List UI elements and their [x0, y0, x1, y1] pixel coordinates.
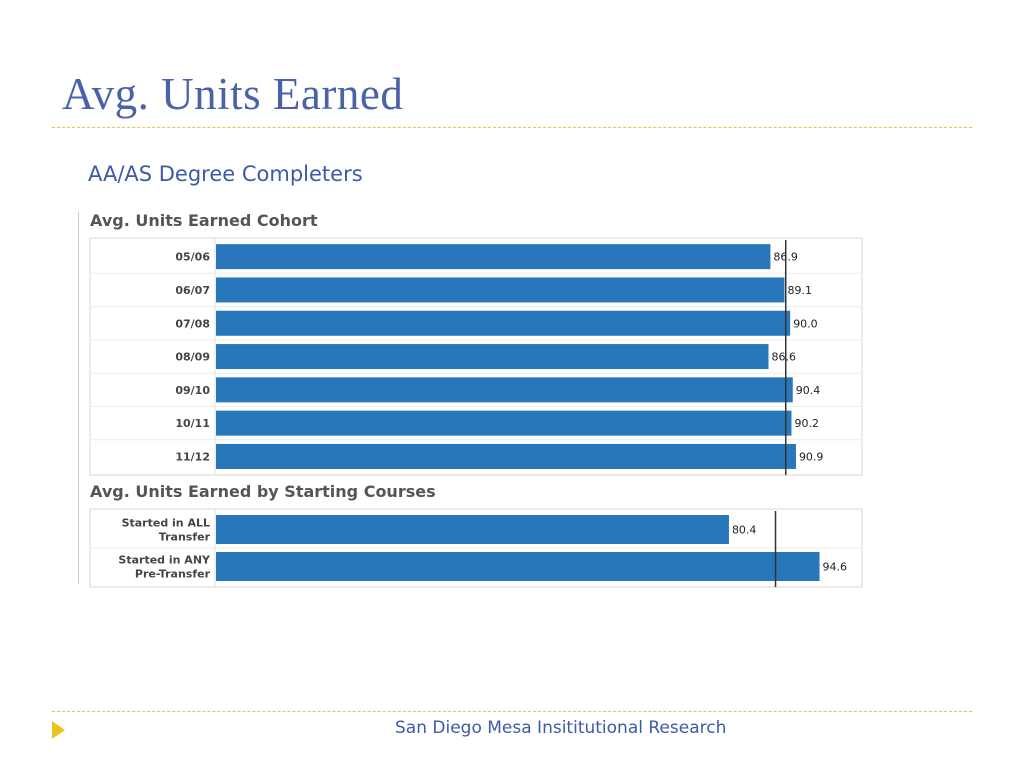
cohort-panel-frame	[89, 237, 863, 476]
cohort-data-label: 90.9	[799, 450, 824, 463]
starting-courses-chart-title: Avg. Units Earned by Starting Courses	[90, 482, 436, 501]
starting-data-label: 80.4	[732, 524, 757, 537]
cohort-category-label: 09/10	[175, 384, 210, 397]
cohort-bar	[216, 277, 785, 303]
starting-bar	[216, 552, 820, 581]
cohort-chart-title: Avg. Units Earned Cohort	[90, 211, 318, 230]
starting-category-label: Started in ALL	[122, 517, 210, 530]
cohort-bar	[216, 344, 769, 370]
starting-category-label: Transfer	[159, 531, 211, 544]
cohort-category-label: 08/09	[175, 351, 210, 364]
chart-frame-line	[78, 212, 79, 584]
cohort-data-label: 89.1	[787, 284, 812, 297]
cohort-bar	[216, 443, 796, 469]
cohort-data-label: 90.2	[794, 417, 819, 430]
cohort-category-label: 11/12	[175, 450, 210, 463]
cohort-data-label: 90.4	[796, 384, 821, 397]
footer-divider	[52, 711, 972, 712]
cohort-category-label: 10/11	[175, 417, 210, 430]
cohort-category-label: 06/07	[175, 284, 210, 297]
starting-category-label: Started in ANY	[118, 554, 211, 567]
footer-text: San Diego Mesa Insititutional Research	[395, 718, 727, 738]
slide-title: Avg. Units Earned	[62, 69, 404, 119]
cohort-bar	[216, 377, 793, 403]
cohort-bar	[216, 410, 792, 436]
title-divider	[52, 127, 972, 128]
starting-bar	[216, 515, 729, 544]
cohort-data-label: 90.0	[793, 317, 818, 330]
cohort-data-label: 86.6	[772, 351, 797, 364]
cohort-bar	[216, 310, 791, 336]
cohort-bar	[216, 244, 771, 270]
footer-arrow-icon	[52, 721, 65, 739]
cohort-category-label: 07/08	[175, 317, 210, 330]
starting-category-label: Pre-Transfer	[135, 568, 211, 581]
slide-subtitle: AA/AS Degree Completers	[88, 162, 363, 186]
cohort-category-label: 05/06	[175, 251, 210, 264]
starting-data-label: 94.6	[823, 561, 848, 574]
